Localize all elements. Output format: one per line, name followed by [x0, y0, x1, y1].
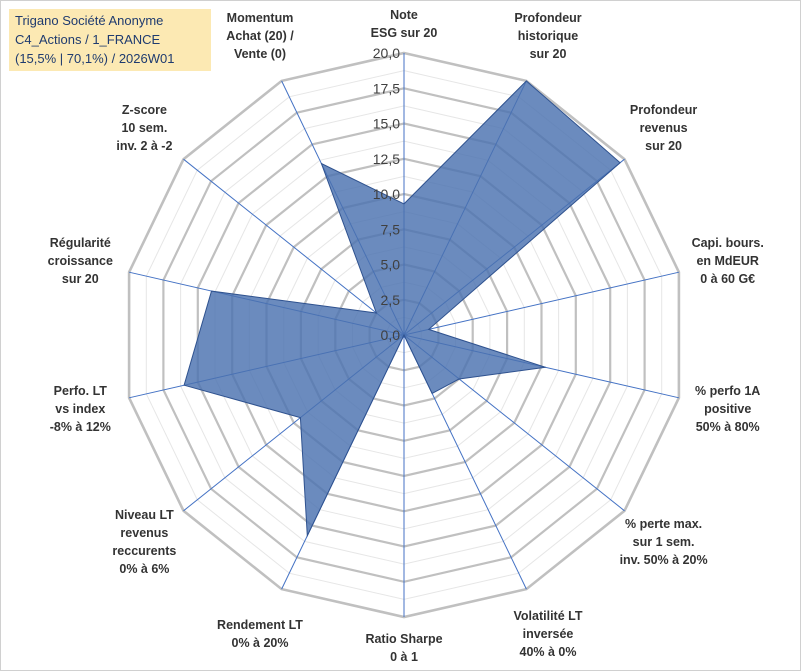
axis-label-line: 0 à 60 G€: [700, 272, 755, 286]
series-area: [183, 80, 621, 538]
axis-label-line: en MdEUR: [696, 254, 759, 268]
axis-label-line: Volatilité LT: [514, 609, 583, 623]
axis-label-line: Niveau LT: [115, 508, 174, 522]
axis-label: Ratio Sharpe 0 à 1: [365, 632, 442, 664]
tick-label: 7,5: [381, 221, 401, 237]
tick-label: 12,5: [373, 151, 400, 167]
axis-label-line: 0% à 6%: [119, 562, 169, 576]
axis-label-line: 50% à 80%: [696, 420, 760, 434]
axis-label-line: revenus: [120, 526, 168, 540]
tick-label: 5,0: [381, 257, 401, 273]
axis-label-line: sur 20: [645, 139, 682, 153]
axis-label-line: Momentum: [227, 11, 294, 25]
axis-label-line: Vente (0): [234, 47, 286, 61]
axis-spoke: [403, 271, 680, 336]
axis-label: Capi. bours. en MdEUR 0 à 60 G€: [692, 236, 764, 286]
tick-label: 17,5: [373, 80, 400, 96]
radar-tick-labels: 0,0 2,5 5,0 7,5 10,0 12,5 15,0 17,5 20,0: [373, 45, 400, 343]
radar-series: [183, 80, 621, 538]
axis-label-line: croissance: [48, 254, 113, 268]
axis-label-line: 40% à 0%: [520, 645, 577, 659]
axis-label-line: sur 1 sem.: [633, 535, 695, 549]
axis-label-line: -8% à 12%: [50, 420, 111, 434]
axis-label-line: Profondeur: [514, 11, 581, 25]
axis-label: % perfo 1A positive 50% à 80%: [695, 384, 760, 434]
tick-label: 20,0: [373, 45, 400, 61]
axis-label-line: inversée: [523, 627, 574, 641]
chart-title-box: Trigano Société Anonyme C4_Actions / 1_F…: [9, 9, 211, 71]
axis-label-line: Achat (20) /: [226, 29, 294, 43]
axis-label: Note ESG sur 20: [371, 8, 438, 40]
axis-label: % perte max. sur 1 sem. inv. 50% à 20%: [620, 517, 708, 567]
axis-label: Profondeur historique sur 20: [514, 11, 581, 61]
axis-label-line: Perfo. LT: [54, 384, 108, 398]
axis-label-line: sur 20: [62, 272, 99, 286]
axis-label-line: % perte max.: [625, 517, 702, 531]
chart-title-category: C4_Actions / 1_FRANCE: [15, 32, 161, 47]
axis-label-line: inv. 2 à -2: [116, 139, 172, 153]
tick-label: 15,0: [373, 116, 400, 132]
axis-label-line: historique: [518, 29, 578, 43]
axis-label-line: ESG sur 20: [371, 26, 438, 40]
axis-label-line: revenus: [640, 121, 688, 135]
axis-spoke: [183, 158, 405, 336]
tick-label: 10,0: [373, 186, 400, 202]
axis-label-line: positive: [704, 402, 751, 416]
axis-label: Régularité croissance sur 20: [48, 236, 113, 286]
axis-label-line: % perfo 1A: [695, 384, 760, 398]
chart-title-stats: (15,5% | 70,1%) / 2026W01: [15, 51, 175, 66]
axis-label-line: sur 20: [530, 47, 567, 61]
axis-label-line: Rendement LT: [217, 618, 303, 632]
axis-label-line: Ratio Sharpe: [365, 632, 442, 646]
axis-label-line: vs index: [55, 402, 105, 416]
tick-label: 2,5: [381, 292, 401, 308]
axis-label: Momentum Achat (20) / Vente (0): [226, 11, 294, 61]
axis-label: Profondeur revenus sur 20: [630, 103, 697, 153]
axis-label: Z-score 10 sem. inv. 2 à -2: [116, 103, 172, 153]
axis-label: Rendement LT 0% à 20%: [217, 618, 303, 650]
axis-label-line: Profondeur: [630, 103, 697, 117]
axis-label-line: reccurents: [112, 544, 176, 558]
axis-label: Perfo. LT vs index -8% à 12%: [50, 384, 111, 434]
axis-label-line: 0% à 20%: [232, 636, 289, 650]
radar-axis-labels: Note ESG sur 20 Profondeur historique sur 20…: [48, 8, 764, 664]
axis-label-line: inv. 50% à 20%: [620, 553, 708, 567]
axis-label-line: Capi. bours.: [692, 236, 764, 250]
axis-label-line: Régularité: [50, 236, 111, 250]
axis-label-line: 10 sem.: [121, 121, 167, 135]
axis-label-line: Z-score: [122, 103, 167, 117]
axis-label-line: 0 à 1: [390, 650, 418, 664]
axis-label: Niveau LT revenus reccurents 0% à 6%: [112, 508, 176, 576]
tick-label: 0,0: [381, 327, 401, 343]
axis-label: Volatilité LT inversée 40% à 0%: [514, 609, 583, 659]
axis-label-line: Note: [390, 8, 418, 22]
chart-title-company: Trigano Société Anonyme: [15, 13, 164, 28]
